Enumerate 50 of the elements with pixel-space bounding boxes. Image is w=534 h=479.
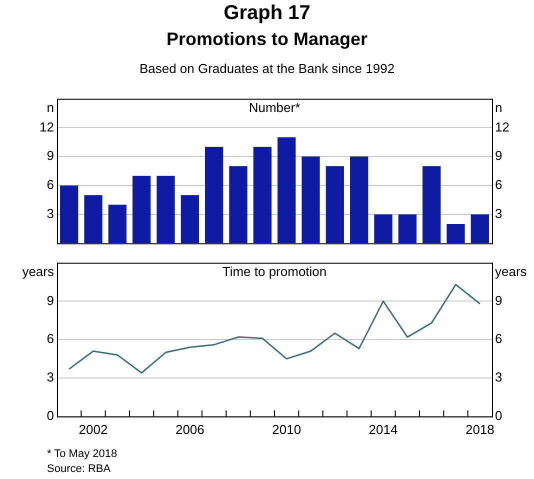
source-note: Source: RBA (47, 463, 111, 475)
y-tick-label: 9 (46, 292, 54, 308)
y-tick-label: 9 (46, 148, 54, 164)
bar (374, 214, 392, 244)
y-tick-label: 12 (40, 119, 54, 134)
bar (132, 176, 151, 244)
bar (205, 146, 224, 244)
bar (326, 166, 344, 244)
bar (108, 204, 126, 244)
y2-tick-label: 3 (495, 370, 502, 385)
bar (398, 214, 416, 244)
y-tick-label: 3 (46, 206, 54, 221)
bar (302, 156, 320, 244)
y-axis-title: years (22, 264, 54, 279)
y-axis-title: n (46, 100, 54, 115)
y2-tick-label: 6 (495, 177, 502, 192)
y2-axis-title: n (495, 100, 502, 115)
bar (156, 176, 175, 244)
y2-tick-label: 12 (495, 119, 510, 134)
chart-title: Number* (248, 100, 300, 115)
x-tick-label: 2010 (272, 422, 302, 437)
bar (180, 195, 199, 244)
text: Based on Graduates at the Bank since 1992 (138, 61, 396, 76)
bar (60, 185, 78, 244)
y2-tick-label: 9 (495, 292, 502, 308)
bar (350, 156, 368, 244)
bar (278, 137, 296, 244)
bar (84, 195, 102, 244)
chart-title: Time to promotion (222, 264, 327, 279)
bar (229, 166, 248, 244)
bar (422, 166, 441, 244)
y-tick-label: 6 (46, 177, 54, 192)
y2-tick-label: 9 (495, 148, 502, 164)
y2-axis-title: years (495, 264, 528, 279)
bar (470, 214, 489, 244)
y-tick-label: 6 (46, 331, 54, 346)
bar (446, 224, 465, 244)
text: Promotions to Manager (165, 29, 368, 50)
x-tick-label: 2002 (78, 422, 108, 437)
y2-tick-label: 6 (495, 331, 502, 346)
x-tick-label: 2014 (368, 422, 398, 437)
y-tick-label: 0 (46, 408, 54, 423)
bar (253, 146, 272, 244)
y-tick-label: 3 (46, 370, 54, 385)
y2-tick-label: 0 (495, 408, 502, 423)
x-tick-label: 2006 (175, 422, 204, 437)
text: * To May 2018 (47, 448, 118, 460)
x-tick-label: 2018 (465, 422, 494, 437)
caption: Graph 17 (222, 2, 312, 25)
y2-tick-label: 3 (495, 206, 502, 221)
